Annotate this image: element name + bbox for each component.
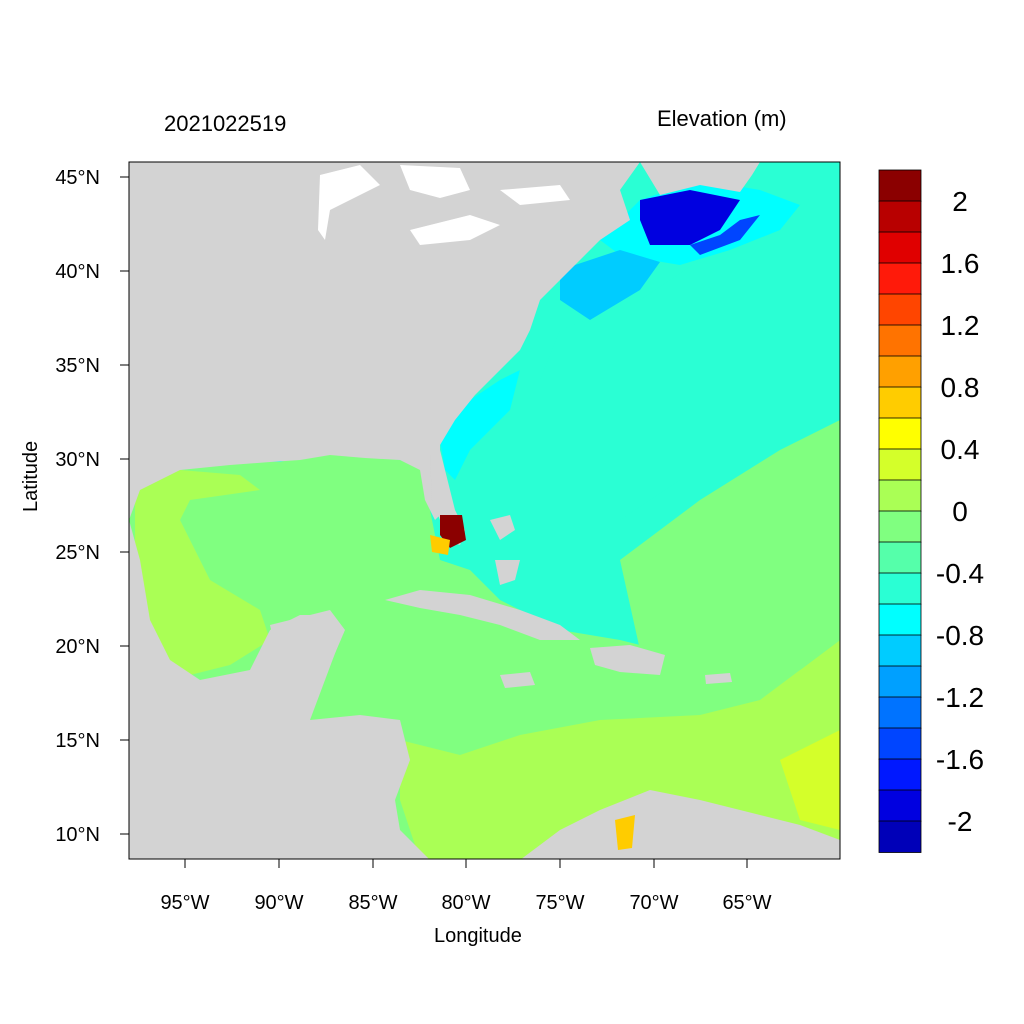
colorbar-labels: 2 1.6 1.2 0.8 0.4 0 -0.4 -0.8 -1.2 -1.6 -2 — [936, 186, 984, 837]
lat-tick-label: 30°N — [55, 449, 100, 471]
colorbar-swatch — [878, 417, 922, 450]
lon-tick-label: 95°W — [160, 892, 209, 914]
lake-ontario — [500, 185, 570, 205]
colorbar-swatch — [878, 169, 922, 202]
land-bahamas-north — [490, 515, 515, 540]
colorbar-swatch — [878, 293, 922, 326]
land-south-america — [521, 790, 840, 859]
colorbar-label: 0.8 — [941, 372, 980, 403]
longitude-ticks: 95°W 90°W 85°W 80°W 75°W 70°W 65°W — [160, 859, 772, 914]
colorbar-swatch — [878, 200, 922, 233]
lat-tick-label: 20°N — [55, 636, 100, 658]
shelf-cyan-southeast — [440, 370, 520, 480]
land-mexico-central-america — [129, 520, 429, 859]
ocean-east-atlantic — [620, 420, 840, 700]
colorbar-label: 0.4 — [941, 434, 980, 465]
colorbar-label: -0.8 — [936, 620, 984, 651]
colorbar-swatch — [878, 665, 922, 698]
colorbar-label: -1.6 — [936, 744, 984, 775]
land-maritimes — [640, 162, 760, 195]
map-area — [129, 162, 840, 859]
lat-tick-label: 35°N — [55, 355, 100, 377]
shelf-lightblue — [560, 250, 660, 320]
lat-tick-label: 45°N — [55, 167, 100, 189]
colorbar-swatch — [878, 727, 922, 760]
lon-tick-label: 75°W — [535, 892, 584, 914]
colorbar-label: -0.4 — [936, 558, 984, 589]
lon-tick-label: 80°W — [441, 892, 490, 914]
land-hispaniola — [590, 645, 665, 675]
colorbar-swatch — [878, 789, 922, 822]
florida-keys-shelf — [430, 535, 450, 555]
colorbar-label: 0 — [952, 496, 968, 527]
variable-title: Elevation (m) — [657, 106, 787, 131]
lat-tick-label: 15°N — [55, 730, 100, 752]
latitude-ticks: 45°N 40°N 35°N 30°N 25°N 20°N 15°N 10°N — [55, 167, 129, 846]
colorbar-swatch — [878, 386, 922, 419]
colorbar-swatch — [878, 262, 922, 295]
colorbar-swatch — [878, 572, 922, 605]
colorbar-swatch — [878, 448, 922, 481]
lon-tick-label: 65°W — [722, 892, 771, 914]
lat-tick-label: 40°N — [55, 261, 100, 283]
colorbar-swatch — [878, 758, 922, 791]
land-north-america — [129, 162, 640, 520]
lake-maracaibo — [615, 815, 635, 850]
x-axis-label: Longitude — [434, 925, 522, 947]
land-cuba — [385, 590, 580, 640]
colorbar-label: 1.2 — [941, 310, 980, 341]
gulf-of-maine-low — [640, 190, 740, 245]
lake-erie — [410, 215, 500, 245]
colorbar — [878, 169, 922, 853]
land-puerto-rico — [705, 673, 732, 684]
colorbar-swatch — [878, 696, 922, 729]
lake-huron — [400, 165, 470, 198]
shelf-south-caribbean — [400, 640, 840, 859]
land-jamaica — [500, 672, 535, 688]
colorbar-swatch — [878, 510, 922, 543]
shelf-west-gulf — [135, 470, 270, 675]
shelf-east-yellow — [780, 730, 840, 830]
colorbar-label: 2 — [952, 186, 968, 217]
colorbar-swatch — [878, 634, 922, 667]
lat-tick-label: 10°N — [55, 824, 100, 846]
lon-tick-label: 85°W — [348, 892, 397, 914]
colorbar-swatch — [878, 324, 922, 357]
lon-tick-label: 70°W — [629, 892, 678, 914]
date-title: 2021022519 — [164, 111, 287, 136]
gulf-of-maine-edge — [690, 215, 760, 255]
colorbar-label: 1.6 — [941, 248, 980, 279]
lake-michigan — [318, 165, 380, 240]
colorbar-swatch — [878, 231, 922, 264]
map-frame — [128, 161, 841, 860]
colorbar-swatch — [878, 355, 922, 388]
colorbar-label: -1.2 — [936, 682, 984, 713]
colorbar-swatch — [878, 820, 922, 853]
land-bahamas-south — [495, 560, 520, 585]
colorbar-swatch — [878, 541, 922, 574]
colorbar-swatch — [878, 603, 922, 636]
colorbar-label: -2 — [948, 806, 973, 837]
lon-tick-label: 90°W — [254, 892, 303, 914]
land-yucatan — [270, 610, 345, 710]
ocean-northwest-atlantic — [520, 180, 840, 520]
lat-tick-label: 25°N — [55, 542, 100, 564]
colorbar-swatch — [878, 479, 922, 512]
